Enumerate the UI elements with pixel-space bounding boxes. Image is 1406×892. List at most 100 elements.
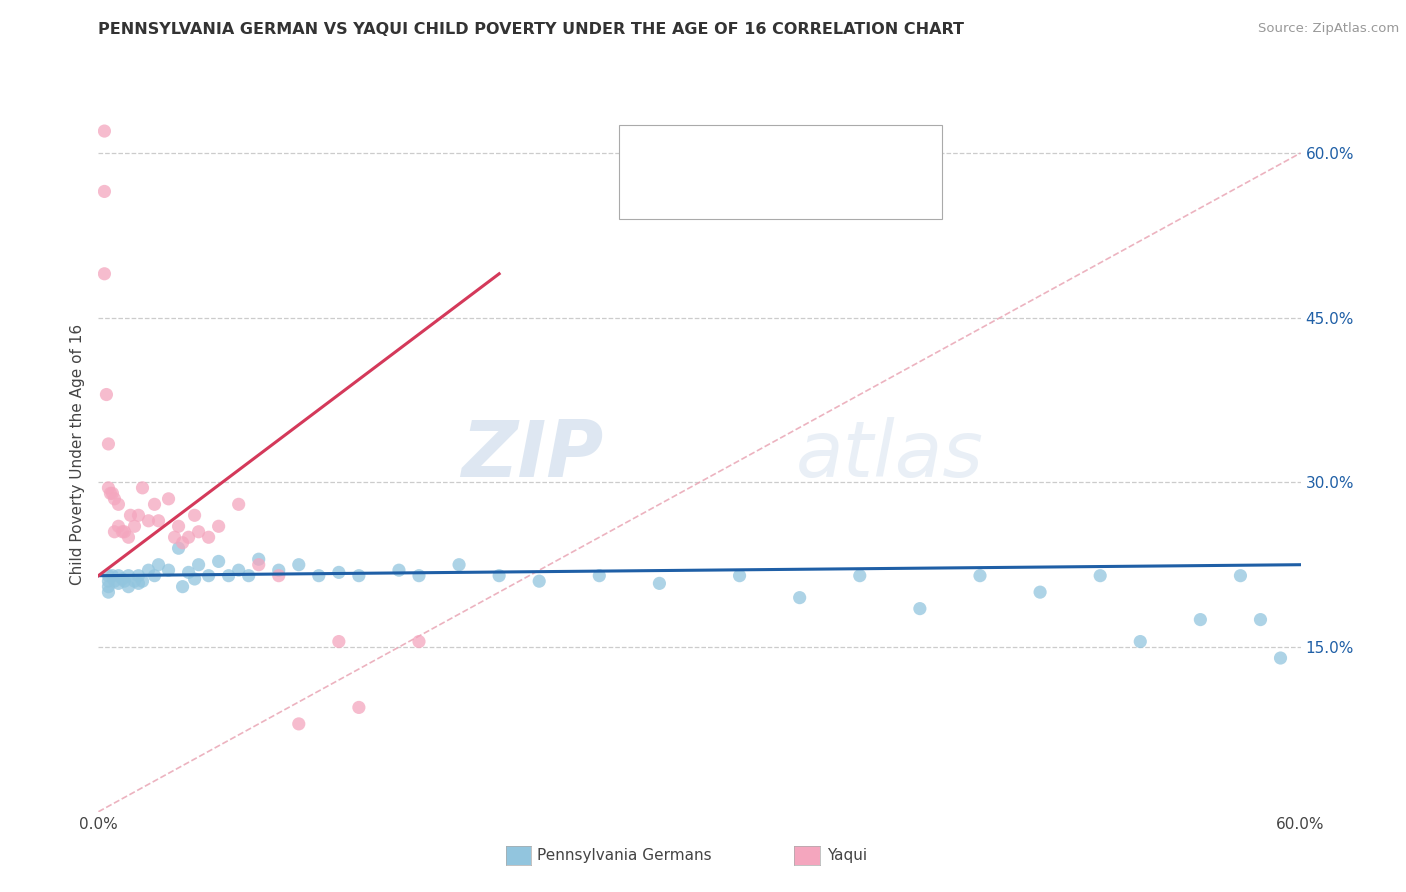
Point — [208, 554, 231, 568]
Point — [308, 568, 330, 582]
Point — [1088, 568, 1111, 582]
Point — [103, 491, 125, 506]
Point — [908, 601, 931, 615]
Point — [789, 591, 811, 605]
Point — [408, 568, 430, 582]
Point — [107, 576, 129, 591]
Point — [157, 491, 180, 506]
Point — [218, 568, 240, 582]
Point — [128, 508, 150, 523]
Point — [124, 519, 146, 533]
Point — [93, 185, 115, 199]
Point — [1250, 613, 1272, 627]
Point — [148, 558, 170, 572]
Text: Pennsylvania Germans: Pennsylvania Germans — [537, 848, 711, 863]
Point — [107, 568, 129, 582]
Point — [101, 486, 124, 500]
Point — [488, 568, 510, 582]
Point — [208, 519, 231, 533]
Point — [111, 524, 134, 539]
Point — [1029, 585, 1052, 599]
Point — [117, 568, 139, 582]
Point — [328, 566, 350, 580]
Point — [114, 574, 136, 589]
Text: atlas: atlas — [796, 417, 984, 493]
Point — [728, 568, 751, 582]
Point — [128, 568, 150, 582]
Point — [172, 535, 194, 549]
Point — [131, 481, 153, 495]
Point — [97, 574, 120, 589]
Point — [124, 574, 146, 589]
Point — [328, 634, 350, 648]
Point — [103, 574, 125, 589]
Point — [167, 541, 190, 556]
Point — [177, 566, 200, 580]
Point — [1229, 568, 1251, 582]
Point — [197, 530, 219, 544]
Point — [97, 437, 120, 451]
Text: ZIP: ZIP — [461, 417, 603, 493]
Point — [408, 634, 430, 648]
Point — [131, 574, 153, 589]
Point — [969, 568, 991, 582]
Point — [93, 124, 115, 138]
Point — [849, 568, 872, 582]
Point — [93, 267, 115, 281]
Point — [183, 508, 205, 523]
Point — [157, 563, 180, 577]
Point — [197, 568, 219, 582]
Point — [529, 574, 551, 589]
Y-axis label: Child Poverty Under the Age of 16: Child Poverty Under the Age of 16 — [69, 325, 84, 585]
Point — [143, 568, 166, 582]
Text: PENNSYLVANIA GERMAN VS YAQUI CHILD POVERTY UNDER THE AGE OF 16 CORRELATION CHART: PENNSYLVANIA GERMAN VS YAQUI CHILD POVER… — [98, 22, 965, 37]
Point — [111, 572, 134, 586]
Point — [247, 552, 270, 566]
Point — [183, 572, 205, 586]
Point — [101, 568, 124, 582]
Point — [588, 568, 610, 582]
Point — [138, 514, 160, 528]
Point — [100, 486, 122, 500]
Point — [267, 568, 290, 582]
Point — [1189, 613, 1212, 627]
Point — [228, 563, 250, 577]
Point — [1270, 651, 1292, 665]
Point — [347, 700, 370, 714]
Point — [114, 524, 136, 539]
Point — [103, 524, 125, 539]
Point — [97, 481, 120, 495]
Point — [143, 497, 166, 511]
Point — [138, 563, 160, 577]
Point — [388, 563, 411, 577]
Text: Yaqui: Yaqui — [827, 848, 868, 863]
Text: R = 0.302   N = 38: R = 0.302 N = 38 — [679, 178, 837, 196]
Point — [288, 717, 311, 731]
Point — [120, 508, 142, 523]
Point — [107, 519, 129, 533]
Point — [117, 530, 139, 544]
Point — [347, 568, 370, 582]
Point — [128, 576, 150, 591]
Point — [267, 563, 290, 577]
Text: R = 0.014   N = 55: R = 0.014 N = 55 — [679, 140, 837, 158]
Text: Source: ZipAtlas.com: Source: ZipAtlas.com — [1258, 22, 1399, 36]
Point — [447, 558, 470, 572]
Point — [187, 524, 209, 539]
Point — [107, 497, 129, 511]
Point — [163, 530, 186, 544]
Point — [288, 558, 311, 572]
Point — [96, 387, 118, 401]
Point — [187, 558, 209, 572]
Point — [228, 497, 250, 511]
Point — [167, 519, 190, 533]
Point — [97, 568, 120, 582]
Point — [238, 568, 260, 582]
Point — [177, 530, 200, 544]
Point — [97, 585, 120, 599]
Point — [172, 580, 194, 594]
Point — [117, 580, 139, 594]
Point — [148, 514, 170, 528]
Point — [247, 558, 270, 572]
Point — [1129, 634, 1152, 648]
